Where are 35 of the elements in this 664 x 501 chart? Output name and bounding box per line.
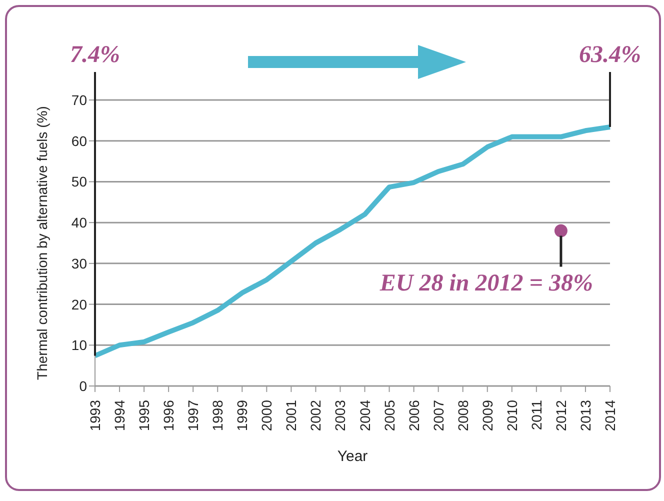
y-tick-label: 30	[71, 255, 88, 272]
x-tick-label: 1996	[160, 400, 177, 432]
y-axis-title: Thermal contribution by alternative fuels (%)	[34, 106, 50, 380]
y-tick-label: 40	[71, 214, 88, 231]
x-tick-label: 2012	[552, 400, 569, 432]
x-tick-label: 2007	[430, 400, 446, 432]
x-tick-label: 2003	[332, 400, 348, 432]
y-tick-label: 10	[71, 337, 88, 354]
x-tick-label: 2004	[356, 400, 373, 432]
x-tick-label: 1998	[210, 400, 226, 432]
x-tick-label: 2006	[406, 400, 422, 432]
x-tick-label: 2009	[479, 400, 496, 432]
x-tick-label: 2005	[381, 400, 398, 432]
annotation: EU 28 in 2012 = 38%	[378, 270, 593, 297]
y-tick-label: 50	[71, 174, 88, 190]
x-tick-label: 2014	[602, 400, 618, 432]
x-tick-label: 2008	[454, 400, 471, 432]
x-tick-label: 2013	[577, 400, 594, 432]
text: 7.4%	[70, 42, 120, 68]
x-tick-label: 2001	[283, 400, 300, 432]
x-tick-label: 2011	[528, 400, 544, 430]
x-tick-label: 2010	[504, 400, 520, 432]
y-tick-label: 60	[71, 132, 88, 149]
annotation: 63.4%	[579, 42, 641, 68]
x-tick-label: 1997	[185, 400, 202, 432]
x-tick-label: 1995	[136, 400, 152, 432]
y-tick-label: 20	[71, 296, 88, 312]
y-tick-label: 0	[79, 378, 88, 394]
x-tick-label: 2000	[258, 400, 275, 432]
y-tick-label: 70	[71, 92, 88, 108]
x-tick-label: 2002	[308, 400, 324, 432]
x-tick-label: 1994	[112, 400, 128, 432]
x-axis-title: Year	[337, 448, 368, 465]
x-tick-label: 1993	[87, 400, 103, 432]
x-tick-label: 1999	[234, 400, 250, 432]
